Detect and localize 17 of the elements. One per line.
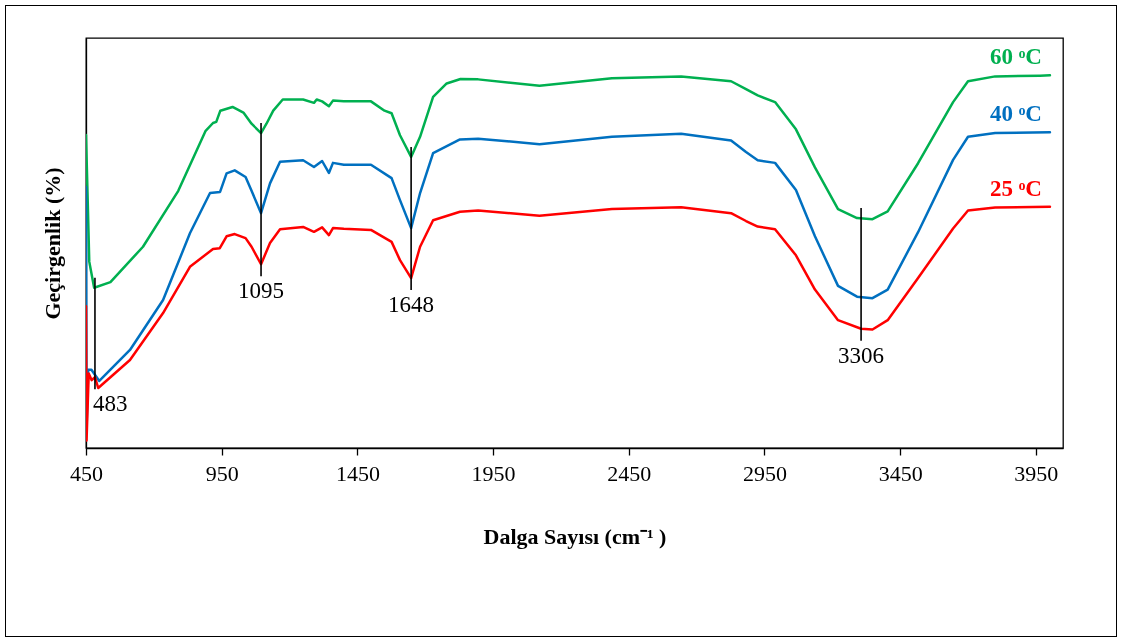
x-tick-label: 2950 [742, 460, 787, 486]
x-tick-label: 450 [70, 460, 103, 486]
annotation: 3306 [838, 342, 885, 368]
series-label: 25 ᵒC [990, 175, 1042, 201]
y-axis-title: Geçirgenlik (%) [39, 167, 65, 320]
x-tick-label: 950 [205, 460, 239, 486]
annotation: 1095 [238, 278, 285, 304]
x-tick-label: 3450 [878, 460, 923, 486]
x-tick-label: 1450 [335, 460, 380, 486]
annotation: 483 [92, 391, 128, 417]
series-label: 60 ᵒC [990, 44, 1042, 70]
x-tick-label: 3950 [1014, 460, 1059, 486]
annotation: 1648 [388, 292, 435, 318]
x-tick-label: 1950 [471, 460, 516, 486]
series-label: 40 ᵒC [990, 101, 1042, 127]
x-tick-label: 2450 [607, 460, 652, 486]
x-axis-title: Dalga Sayısı (cm⁻¹ ) [483, 523, 667, 549]
